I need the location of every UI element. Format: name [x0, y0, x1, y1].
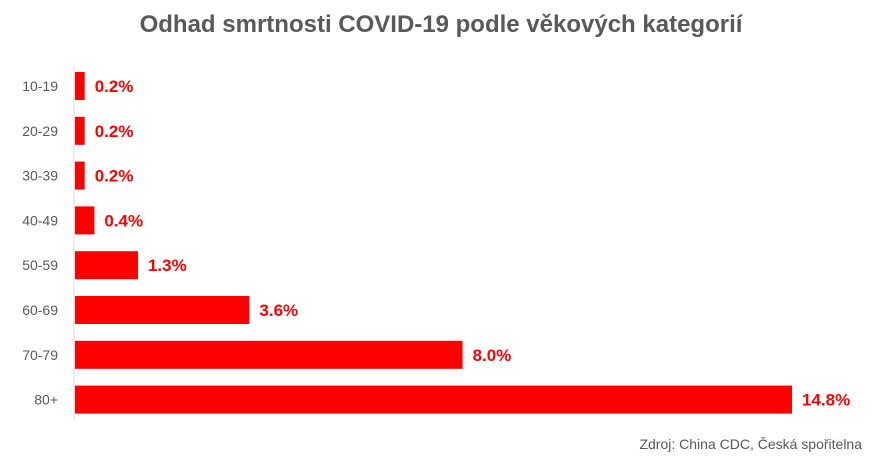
- y-tick-label: 30-39: [22, 168, 58, 184]
- chart-title: Odhad smrtnosti COVID-19 podle věkových …: [140, 11, 744, 38]
- data-label: 14.8%: [802, 391, 850, 410]
- data-label: 0.2%: [95, 167, 134, 186]
- bars-layer: 10-19 0.2% 20-29 0.2% 30-39 0.2% 40-49 0.4% 50-5…: [22, 72, 850, 414]
- data-label: 0.4%: [104, 211, 143, 230]
- y-tick-label: 60-69: [22, 302, 58, 318]
- y-tick-label: 10-19: [22, 78, 58, 94]
- data-label: 0.2%: [95, 77, 134, 96]
- y-tick-label: 80+: [34, 392, 58, 408]
- data-label: 0.2%: [95, 122, 134, 141]
- bar: [75, 116, 85, 145]
- bar: [75, 161, 85, 190]
- bar: [75, 296, 250, 324]
- data-label: 3.6%: [259, 301, 298, 320]
- bar: [75, 340, 463, 369]
- bar: [75, 72, 85, 100]
- y-tick-label: 20-29: [22, 123, 58, 139]
- y-tick-label: 70-79: [22, 347, 58, 363]
- data-label: 1.3%: [148, 256, 187, 275]
- data-label: 8.0%: [473, 346, 512, 365]
- bar: [75, 385, 792, 414]
- bar: [75, 251, 138, 280]
- y-tick-label: 50-59: [22, 257, 58, 273]
- y-tick-label: 40-49: [22, 212, 58, 228]
- source-note: Zdroj: China CDC, Česká spořitelna: [639, 436, 862, 452]
- bar: [75, 206, 95, 235]
